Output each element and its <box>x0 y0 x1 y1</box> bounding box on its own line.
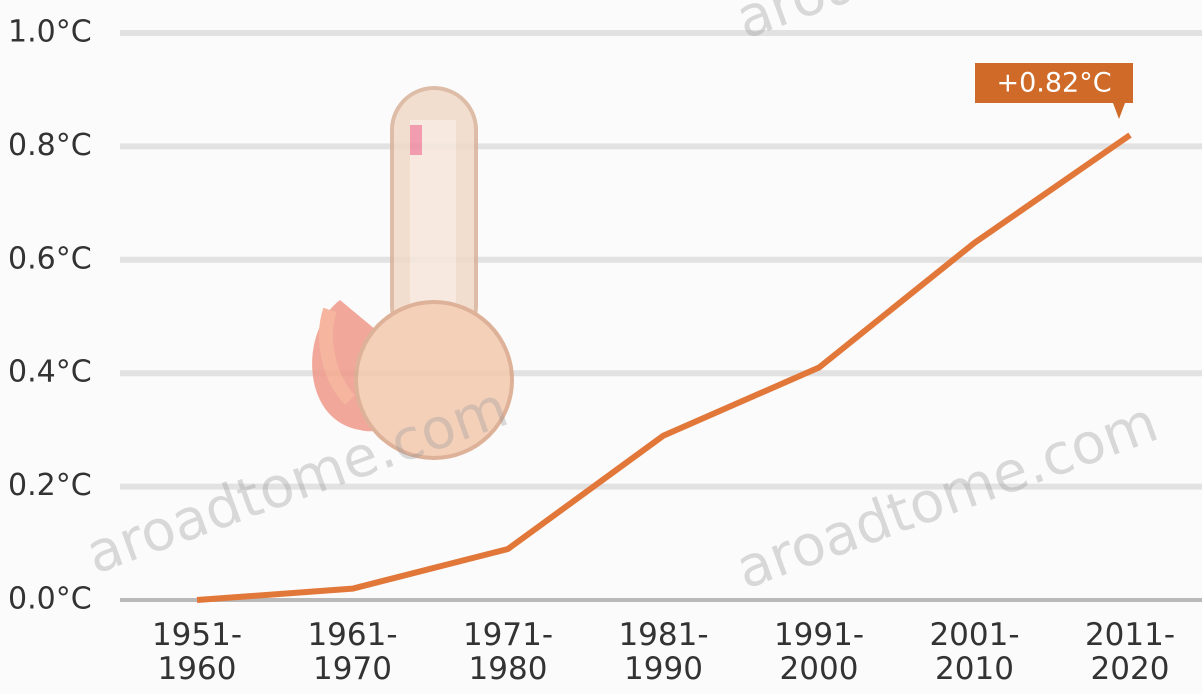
x-tick-label: 1981-1990 <box>614 618 714 686</box>
watermark: aroadtome.com <box>728 390 1166 603</box>
y-tick-label: 0.6°C <box>8 241 92 276</box>
x-tick-label: 1971-1980 <box>458 618 558 686</box>
x-tick-label: 1951-1960 <box>147 618 247 686</box>
x-tick-label: 2011-2020 <box>1080 618 1180 686</box>
annotation: +0.82°C <box>996 68 1111 99</box>
watermark: aroadtome.com <box>728 0 1166 52</box>
x-tick-label: 1961-1970 <box>303 618 403 686</box>
y-tick-label: 0.0°C <box>8 582 92 617</box>
y-tick-label: 0.4°C <box>8 355 92 390</box>
watermark: aroadtome.com <box>78 375 516 588</box>
y-tick-label: 0.8°C <box>8 128 92 163</box>
chart: 0.0°C 0.2°C 0.4°C 0.6°C 0.8°C 1.0°C aroadtome.… <box>0 0 1202 694</box>
chart-canvas: 0.0°C 0.2°C 0.4°C 0.6°C 0.8°C 1.0°C aroadtome.… <box>0 0 1202 694</box>
y-tick-label: 1.0°C <box>8 15 92 50</box>
y-tick-label: 0.2°C <box>8 468 92 503</box>
x-tick-label: 2001-2010 <box>925 618 1025 686</box>
x-tick-label: 1991-2000 <box>769 618 869 686</box>
